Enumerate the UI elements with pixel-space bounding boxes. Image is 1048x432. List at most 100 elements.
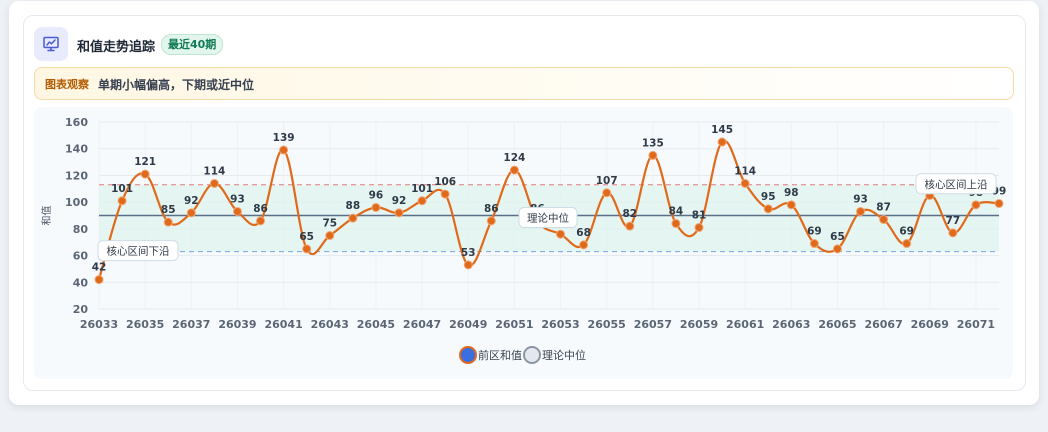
data-label: 77 bbox=[946, 215, 961, 227]
y-tick-label: 80 bbox=[73, 223, 89, 236]
period-badge: 最近40期 bbox=[161, 34, 224, 55]
x-tick-label: 26065 bbox=[818, 318, 856, 331]
x-tick-label: 26067 bbox=[864, 318, 902, 331]
x-tick-label: 26071 bbox=[957, 318, 995, 331]
data-label: 93 bbox=[853, 193, 868, 205]
data-point bbox=[394, 208, 404, 218]
data-point bbox=[786, 200, 796, 210]
data-point bbox=[602, 188, 612, 198]
data-point bbox=[279, 145, 289, 155]
observation-tag: 图表观察 bbox=[45, 78, 89, 91]
data-point bbox=[440, 189, 450, 199]
data-label: 86 bbox=[484, 203, 499, 215]
x-tick-label: 26047 bbox=[403, 318, 441, 331]
x-tick-label: 26051 bbox=[495, 318, 533, 331]
data-label: 139 bbox=[273, 132, 295, 144]
y-tick-label: 100 bbox=[65, 196, 88, 209]
data-point bbox=[902, 239, 912, 249]
legend-label-median: 理论中位 bbox=[542, 348, 586, 362]
chart-presentation-icon bbox=[34, 27, 68, 61]
x-tick-label: 26045 bbox=[357, 318, 395, 331]
median-label: 理论中位 bbox=[527, 212, 569, 225]
data-point bbox=[648, 150, 658, 160]
data-point bbox=[509, 165, 519, 175]
x-tick-label: 26053 bbox=[541, 318, 579, 331]
data-point bbox=[417, 196, 427, 206]
data-label: 68 bbox=[576, 227, 591, 239]
data-label: 96 bbox=[369, 189, 384, 201]
data-point bbox=[209, 178, 219, 188]
x-tick-label: 26043 bbox=[311, 318, 349, 331]
data-label: 114 bbox=[203, 165, 225, 177]
observation-text: 单期小幅偏高，下期或近中位 bbox=[98, 78, 255, 92]
x-tick-label: 26049 bbox=[449, 318, 487, 331]
data-label: 101 bbox=[411, 183, 433, 195]
data-label: 87 bbox=[876, 202, 891, 214]
y-tick-label: 40 bbox=[73, 276, 89, 289]
data-label: 82 bbox=[622, 208, 637, 220]
data-label: 124 bbox=[503, 152, 525, 164]
data-label: 81 bbox=[692, 210, 707, 222]
data-point bbox=[671, 219, 681, 229]
data-point bbox=[717, 137, 727, 147]
data-point bbox=[186, 208, 196, 218]
data-point bbox=[94, 275, 104, 285]
lower-bound-label: 核心区间下沿 bbox=[107, 245, 170, 258]
legend-label-sum: 前区和值 bbox=[478, 348, 522, 362]
data-label: 101 bbox=[111, 183, 133, 195]
data-point bbox=[140, 169, 150, 179]
data-point bbox=[256, 216, 266, 226]
x-tick-label: 26059 bbox=[680, 318, 718, 331]
data-label: 65 bbox=[299, 231, 314, 243]
y-tick-label: 120 bbox=[65, 169, 88, 182]
data-point bbox=[486, 216, 496, 226]
data-label: 93 bbox=[230, 193, 245, 205]
data-label: 135 bbox=[642, 137, 664, 149]
lower-bound-label-box bbox=[97, 240, 179, 262]
data-label: 98 bbox=[784, 187, 799, 199]
y-tick-label: 20 bbox=[73, 303, 89, 316]
data-point bbox=[232, 206, 242, 216]
data-label: 145 bbox=[711, 124, 733, 136]
x-tick-label: 26055 bbox=[588, 318, 626, 331]
data-label: 92 bbox=[184, 195, 199, 207]
data-point bbox=[971, 200, 981, 210]
x-tick-label: 26039 bbox=[218, 318, 256, 331]
sum-trend-chart: 20 40 60 80 100 120 140 160 26033 26035 26037 26039… bbox=[40, 116, 1006, 364]
data-label: 95 bbox=[761, 191, 776, 203]
y-tick-label: 140 bbox=[65, 143, 88, 156]
data-point bbox=[556, 229, 566, 239]
data-point bbox=[994, 198, 1004, 208]
data-point bbox=[694, 223, 704, 233]
data-label: 88 bbox=[346, 200, 361, 212]
upper-bound-label: 核心区间上沿 bbox=[925, 178, 988, 191]
data-label: 69 bbox=[807, 226, 822, 238]
data-label: 106 bbox=[434, 176, 456, 188]
x-tick-label: 26061 bbox=[726, 318, 764, 331]
data-label: 53 bbox=[461, 247, 476, 259]
y-tick-label: 160 bbox=[65, 116, 88, 129]
data-point bbox=[348, 213, 358, 223]
data-label: 85 bbox=[161, 204, 176, 216]
x-tick-label: 26069 bbox=[911, 318, 949, 331]
legend-marker-median bbox=[523, 346, 541, 364]
data-point bbox=[948, 228, 958, 238]
x-tick-label: 26063 bbox=[772, 318, 810, 331]
upper-bound-label-box bbox=[915, 173, 997, 195]
data-point bbox=[579, 240, 589, 250]
data-point bbox=[463, 260, 473, 270]
data-point bbox=[740, 178, 750, 188]
median-label-box bbox=[518, 207, 578, 228]
data-point bbox=[879, 215, 889, 225]
chart-area: 20 40 60 80 100 120 140 160 26033 26035 26037 26039… bbox=[34, 107, 1013, 379]
data-point bbox=[117, 196, 127, 206]
data-point bbox=[763, 204, 773, 214]
data-point bbox=[371, 202, 381, 212]
data-point bbox=[832, 244, 842, 254]
data-point bbox=[163, 217, 173, 227]
data-label: 114 bbox=[734, 165, 756, 177]
data-label: 86 bbox=[253, 203, 268, 215]
data-label: 107 bbox=[596, 175, 618, 187]
y-tick-label: 60 bbox=[73, 250, 89, 263]
data-point bbox=[856, 206, 866, 216]
